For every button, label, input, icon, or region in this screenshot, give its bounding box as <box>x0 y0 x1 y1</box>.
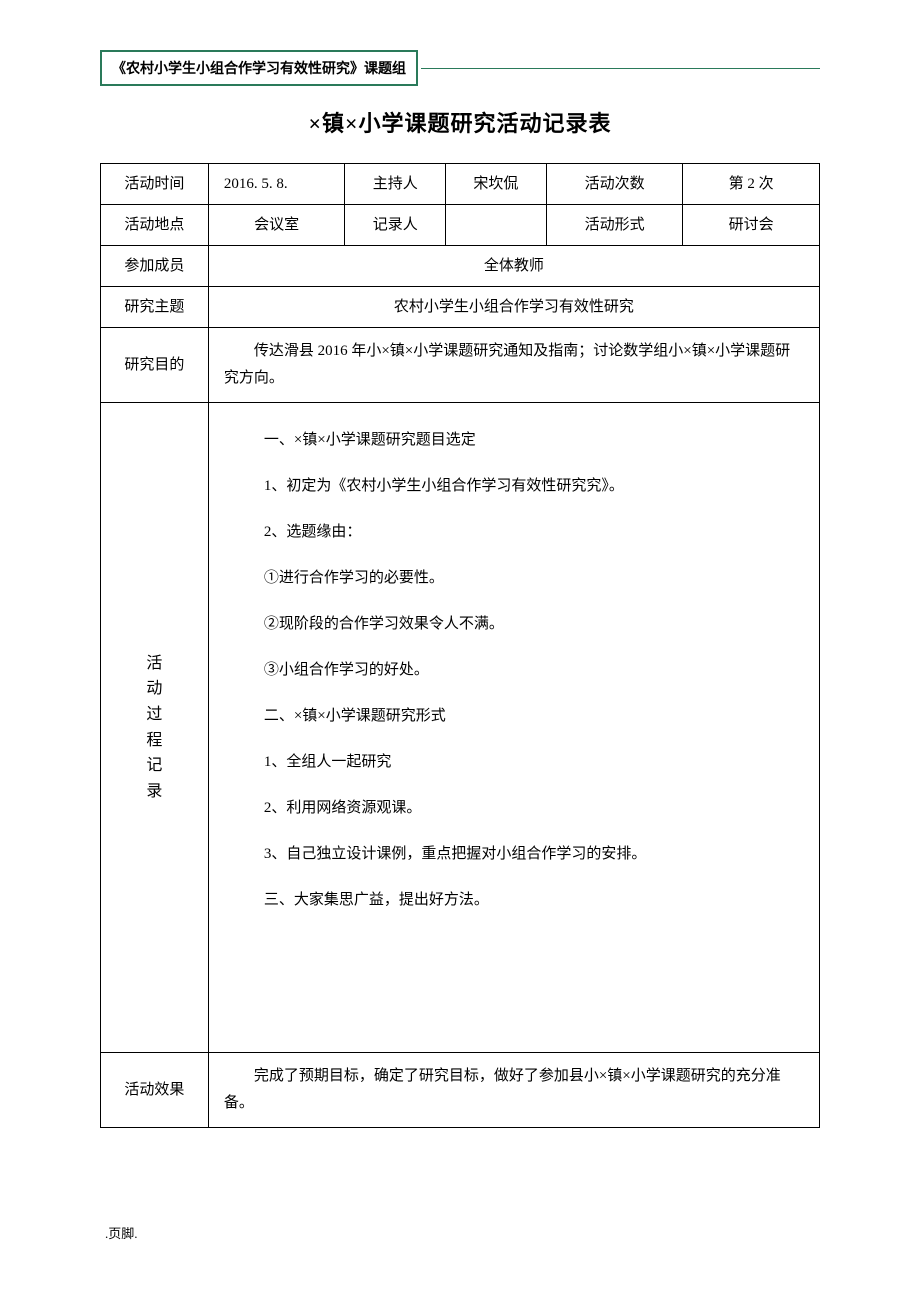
process-line: ①进行合作学习的必要性。 <box>234 566 799 590</box>
process-label-char: 活 <box>146 655 162 672</box>
table-row: 参加成员 全体教师 <box>101 246 820 287</box>
process-line: 1、全组人一起研究 <box>234 750 799 774</box>
table-row: 活动地点 会议室 记录人 活动形式 研讨会 <box>101 205 820 246</box>
record-table: 活动时间 2016. 5. 8. 主持人 宋坎侃 活动次数 第 2 次 活动地点… <box>100 163 820 1128</box>
process-line: ③小组合作学习的好处。 <box>234 658 799 682</box>
header-row: 《农村小学生小组合作学习有效性研究》课题组 <box>100 50 820 86</box>
label-activity-count: 活动次数 <box>546 164 683 205</box>
label-location: 活动地点 <box>101 205 209 246</box>
process-line: 2、选题缘由： <box>234 520 799 544</box>
label-host: 主持人 <box>345 164 446 205</box>
label-research-topic: 研究主题 <box>101 287 209 328</box>
label-activity-time: 活动时间 <box>101 164 209 205</box>
table-row: 活 动 过 程 记 录 一、×镇×小学课题研究题目选定 1、初定为《农村小学生小… <box>101 403 820 1053</box>
label-activity-form: 活动形式 <box>546 205 683 246</box>
value-recorder <box>446 205 547 246</box>
label-process-record: 活 动 过 程 记 录 <box>101 403 209 1053</box>
process-line: ②现阶段的合作学习效果令人不满。 <box>234 612 799 636</box>
value-host: 宋坎侃 <box>446 164 547 205</box>
process-label-char: 动 <box>146 680 162 697</box>
value-activity-result: 完成了预期目标，确定了研究目标，做好了参加县小×镇×小学课题研究的充分准备。 <box>208 1053 819 1128</box>
process-line: 2、利用网络资源观课。 <box>234 796 799 820</box>
label-participants: 参加成员 <box>101 246 209 287</box>
value-research-purpose: 传达滑县 2016 年小×镇×小学课题研究通知及指南；讨论数学组小×镇×小学课题… <box>208 328 819 403</box>
table-row: 活动效果 完成了预期目标，确定了研究目标，做好了参加县小×镇×小学课题研究的充分… <box>101 1053 820 1128</box>
value-activity-time: 2016. 5. 8. <box>208 164 345 205</box>
process-line: 3、自己独立设计课例，重点把握对小组合作学习的安排。 <box>234 842 799 866</box>
value-location: 会议室 <box>208 205 345 246</box>
process-line: 三、大家集思广益，提出好方法。 <box>234 888 799 912</box>
table-row: 研究目的 传达滑县 2016 年小×镇×小学课题研究通知及指南；讨论数学组小×镇… <box>101 328 820 403</box>
process-content: 一、×镇×小学课题研究题目选定 1、初定为《农村小学生小组合作学习有效性研究究》… <box>208 403 819 1053</box>
process-line: 一、×镇×小学课题研究题目选定 <box>234 428 799 452</box>
page-title: ×镇×小学课题研究活动记录表 <box>100 106 820 138</box>
label-research-purpose: 研究目的 <box>101 328 209 403</box>
table-row: 活动时间 2016. 5. 8. 主持人 宋坎侃 活动次数 第 2 次 <box>101 164 820 205</box>
value-research-topic: 农村小学生小组合作学习有效性研究 <box>208 287 819 328</box>
process-label-char: 程 <box>146 732 162 749</box>
process-label-char: 记 <box>146 757 162 774</box>
process-line: 1、初定为《农村小学生小组合作学习有效性研究究》。 <box>234 474 799 498</box>
process-label-char: 录 <box>146 783 162 800</box>
page-footer: .页脚. <box>105 1223 138 1242</box>
value-activity-form: 研讨会 <box>683 205 820 246</box>
value-activity-count: 第 2 次 <box>683 164 820 205</box>
value-participants: 全体教师 <box>208 246 819 287</box>
process-line: 二、×镇×小学课题研究形式 <box>234 704 799 728</box>
label-activity-result: 活动效果 <box>101 1053 209 1128</box>
process-label-char: 过 <box>146 706 162 723</box>
header-box: 《农村小学生小组合作学习有效性研究》课题组 <box>100 50 418 86</box>
header-line <box>421 68 820 69</box>
label-recorder: 记录人 <box>345 205 446 246</box>
table-row: 研究主题 农村小学生小组合作学习有效性研究 <box>101 287 820 328</box>
header-box-text: 《农村小学生小组合作学习有效性研究》课题组 <box>112 62 406 77</box>
